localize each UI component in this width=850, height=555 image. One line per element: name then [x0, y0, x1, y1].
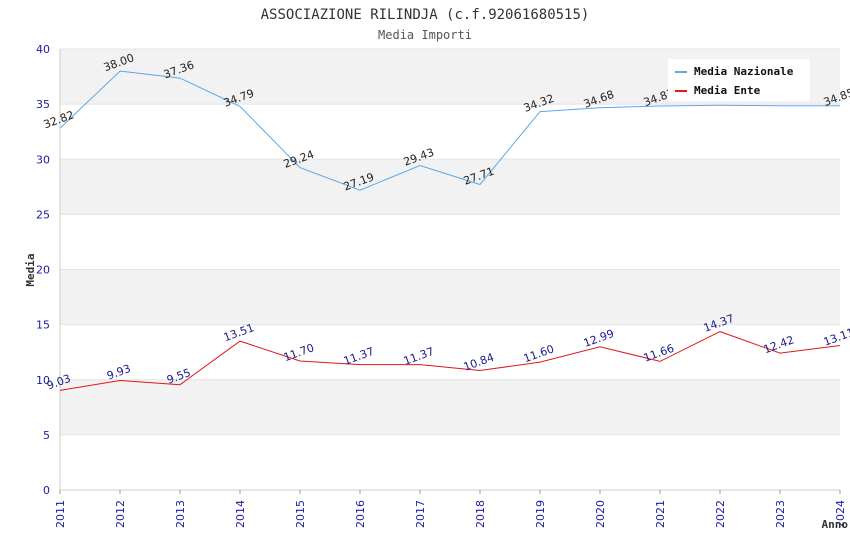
x-tick-label: 2020	[594, 500, 607, 528]
y-tick-label: 30	[36, 153, 50, 166]
y-tick-label: 40	[36, 43, 50, 56]
y-tick-label: 35	[36, 98, 50, 111]
y-tick-label: 20	[36, 264, 50, 277]
tick-labels: 0 5 10 15 20 25 30 35 40 2011 2012 2013 2014 2015 2016…	[36, 43, 847, 528]
x-tick-label: 2013	[174, 500, 187, 528]
y-tick-label: 10	[36, 374, 50, 387]
x-tick-label: 2015	[294, 500, 307, 528]
legend-label-media-ente: Media Ente	[694, 84, 761, 97]
x-tick-label: 2016	[354, 500, 367, 528]
legend: Media Nazionale Media Ente	[668, 59, 810, 101]
y-tick-label: 15	[36, 319, 50, 332]
grid-band	[60, 269, 840, 325]
x-tick-label: 2023	[774, 500, 787, 528]
chart-title: ASSOCIAZIONE RILINDJA (c.f.92061680515)	[261, 7, 590, 23]
data-label: 12.99	[582, 327, 616, 350]
data-label: 32.82	[42, 108, 76, 131]
x-tick-label: 2024	[834, 500, 847, 528]
x-tick-label: 2019	[534, 500, 547, 528]
series-lines	[59, 70, 841, 391]
y-tick-label: 0	[43, 484, 50, 497]
x-tick-label: 2018	[474, 500, 487, 528]
y-tick-label: 5	[43, 429, 50, 442]
x-tick-label: 2022	[714, 500, 727, 528]
y-axis-label: Media	[24, 253, 37, 286]
legend-box	[668, 59, 810, 101]
x-tick-label: 2012	[114, 500, 127, 528]
y-tick-label: 25	[36, 208, 50, 221]
series-line-media-ente	[59, 331, 841, 391]
series-line-media-nazionale	[59, 70, 840, 191]
axes	[59, 49, 840, 491]
data-label: 13.11	[822, 326, 850, 349]
x-tick-label: 2011	[54, 500, 67, 528]
grid-band	[60, 379, 840, 435]
x-tick-label: 2021	[654, 500, 667, 528]
grid-bands	[60, 49, 840, 435]
x-axis-label: Anno	[822, 518, 849, 531]
x-tick-label: 2017	[414, 500, 427, 528]
chart-subtitle: Media Importi	[378, 28, 472, 42]
x-tick-label: 2014	[234, 500, 247, 528]
legend-label-media-nazionale: Media Nazionale	[694, 65, 794, 78]
grid-band	[60, 159, 840, 215]
